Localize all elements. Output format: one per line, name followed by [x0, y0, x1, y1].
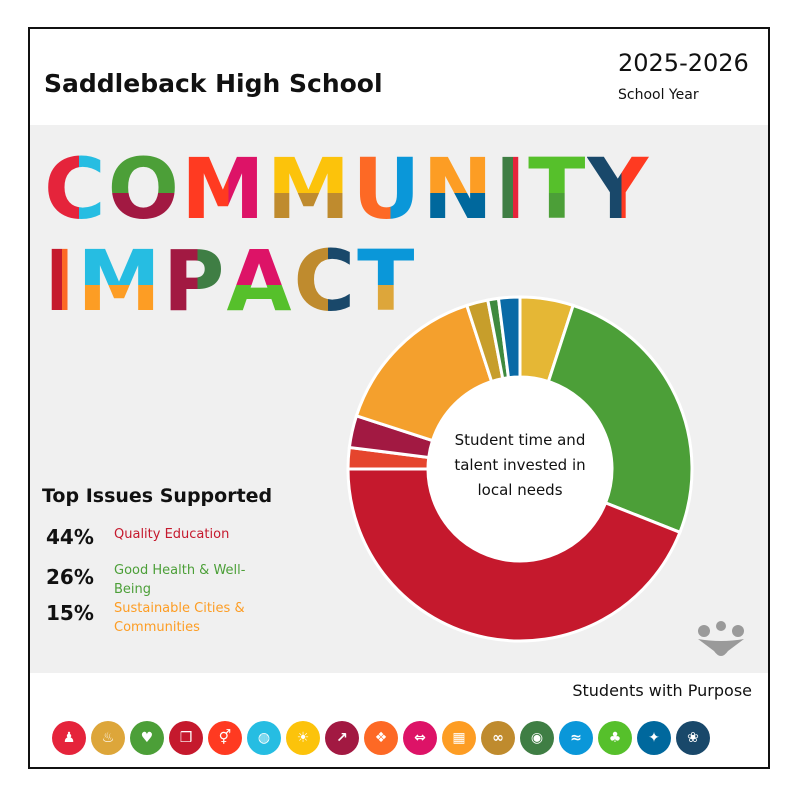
good-health-icon: ♥ [130, 721, 164, 755]
issue-row: 15% Sustainable Cities & Communities [46, 599, 264, 637]
title-letter: I [44, 232, 78, 330]
sdg-icon-row: ♟ ♨ ♥ ❒ ⚥ ◍ ☀ ↗ ❖ ⇔ ▦ ∞ ◉ ≈ ♣ ✦ ❀ [52, 721, 710, 755]
life-below-water-icon: ≈ [559, 721, 593, 755]
title-letter: P [162, 232, 227, 330]
school-year: 2025-2026 [618, 49, 749, 77]
life-on-land-icon: ♣ [598, 721, 632, 755]
peace-justice-icon: ✦ [637, 721, 671, 755]
title-letter: T [357, 232, 417, 330]
impact-donut-chart: Student time and talent invested in local … [346, 295, 694, 643]
climate-action-icon: ◉ [520, 721, 554, 755]
title-letter: C [293, 232, 358, 330]
school-name: Saddleback High School [44, 69, 383, 98]
title-letter: N [422, 140, 495, 238]
issue-percent: 26% [46, 565, 94, 589]
title-letter: I [494, 140, 529, 238]
issue-row: 26% Good Health & Well-Being [46, 561, 264, 599]
no-poverty-icon: ♟ [52, 721, 86, 755]
sustainable-cities-icon: ▦ [442, 721, 476, 755]
issue-name: Quality Education [114, 527, 230, 542]
reduced-inequalities-icon: ⇔ [403, 721, 437, 755]
industry-innovation-icon: ❖ [364, 721, 398, 755]
school-year-label: School Year [618, 87, 699, 103]
clean-water-icon: ◍ [247, 721, 281, 755]
title-letter: M [181, 140, 267, 238]
impact-panel: COMMUNITY IMPACT Top Issues Supported 44… [30, 125, 768, 673]
tagline: Students with Purpose [572, 681, 752, 700]
title-letter: T [528, 140, 588, 238]
issue-row: 44% Quality Education [46, 525, 264, 549]
clean-energy-icon: ☀ [286, 721, 320, 755]
title-letter: A [226, 232, 294, 330]
title-letter: O [107, 140, 182, 238]
title-community: COMMUNITY [44, 147, 650, 231]
issue-percent: 44% [46, 525, 94, 549]
title-impact: IMPACT [44, 239, 416, 323]
zero-hunger-icon: ♨ [91, 721, 125, 755]
logo-icon [698, 621, 744, 656]
impact-card: Saddleback High School 2025-2026 School … [28, 27, 770, 769]
responsible-consumption-icon: ∞ [481, 721, 515, 755]
title-letter: U [352, 140, 423, 238]
donut-center-label: Student time and talent invested in local … [454, 431, 585, 499]
top-issues-heading: Top Issues Supported [42, 485, 273, 507]
issue-percent: 15% [46, 601, 94, 625]
title-letter: C [44, 140, 108, 238]
issue-name: Sustainable Cities & Communities [114, 601, 245, 635]
gender-equality-icon: ⚥ [208, 721, 242, 755]
issue-name: Good Health & Well-Being [114, 563, 246, 597]
title-letter: Y [587, 140, 651, 238]
title-letter: M [77, 232, 163, 330]
partnerships-icon: ❀ [676, 721, 710, 755]
title-letter: M [266, 140, 353, 238]
decent-work-icon: ↗ [325, 721, 359, 755]
quality-education-icon: ❒ [169, 721, 203, 755]
